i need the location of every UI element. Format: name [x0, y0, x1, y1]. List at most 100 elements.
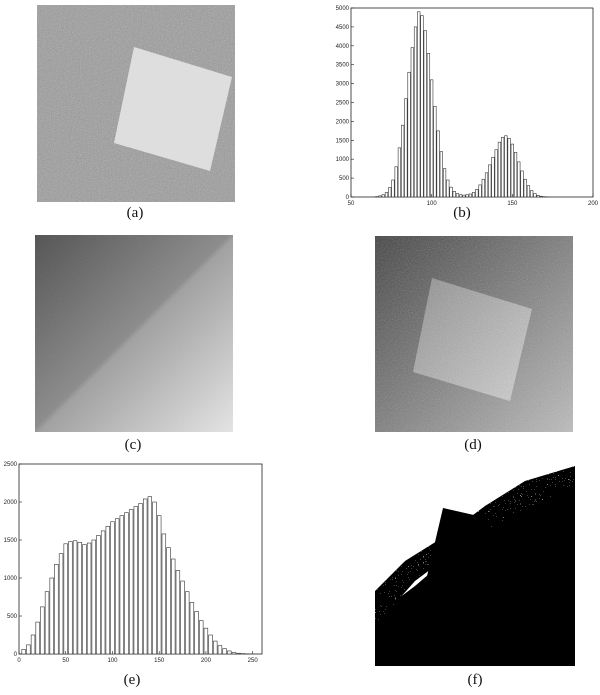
hist-b-bar	[507, 138, 511, 198]
hist-b-bar	[426, 53, 431, 198]
hist-e-xtick-label: 50	[62, 658, 69, 664]
hist-b-ytick-label: 3500	[336, 63, 350, 69]
hist-e-bar	[203, 627, 209, 655]
caption-b: (b)	[453, 205, 471, 221]
hist-e-bar	[110, 521, 115, 655]
hist-e-bar	[143, 498, 148, 655]
hist-e-bar	[222, 648, 227, 655]
hist-b-bar	[536, 194, 540, 198]
hist-b-bar	[484, 172, 489, 198]
hist-e-bar	[26, 644, 31, 655]
hist-e-bar	[213, 640, 218, 655]
hist-b-bar	[491, 157, 495, 198]
hist-b-bar	[462, 194, 466, 198]
hist-e-bar	[21, 649, 26, 655]
hist-b-bar	[401, 124, 405, 198]
image-f	[375, 466, 575, 666]
hist-e-xtick-label: 250	[248, 658, 259, 664]
hist-b-ytick-label: 500	[339, 176, 350, 182]
image-d	[375, 236, 573, 432]
hist-b-ytick-label: 1500	[336, 138, 350, 144]
caption-e: (e)	[123, 672, 141, 688]
hist-e-bar	[86, 542, 92, 655]
hist-e-bar	[119, 515, 124, 655]
hist-b-bar	[475, 189, 479, 198]
hist-e-bar	[68, 541, 73, 655]
bright-square-a	[114, 47, 232, 171]
hist-e-bar	[49, 577, 54, 655]
hist-e-bar	[194, 611, 199, 655]
hist-e-bar	[180, 580, 185, 655]
hist-e-bar	[82, 544, 87, 655]
hist-b-bar	[530, 190, 534, 198]
caption-d: (d)	[464, 437, 482, 453]
hist-b-bar	[520, 170, 524, 198]
hist-b-bar	[439, 151, 443, 198]
hist-e-bar	[217, 645, 223, 655]
hist-e-xtick-label: 150	[154, 658, 165, 664]
hist-b-bar	[465, 194, 469, 198]
hist-e-xtick-label: 0	[17, 658, 21, 664]
image-c	[35, 235, 233, 432]
hist-e-bar	[63, 543, 68, 655]
hist-b-bar	[433, 105, 437, 198]
hist-e-bar	[91, 539, 96, 655]
hist-b-bar	[388, 187, 392, 198]
caption-a: (a)	[126, 205, 144, 221]
hist-b-bar	[513, 152, 518, 198]
hist-b-bar	[397, 147, 401, 198]
hist-e-ytick-label: 1500	[4, 538, 18, 544]
hist-e-bar	[236, 652, 241, 655]
hist-e-bar	[138, 503, 143, 655]
hist-b-xtick-label: 150	[507, 201, 518, 207]
hist-b-ytick-label: 0	[346, 195, 350, 201]
hist-b-xtick-label: 100	[427, 201, 438, 207]
hist-b-frame	[350, 7, 594, 198]
hist-e-bar	[208, 634, 213, 655]
hist-b-bar	[478, 184, 482, 198]
hist-b-bar	[472, 192, 476, 198]
hist-e-bar	[157, 515, 162, 655]
hist-e-bar	[30, 634, 36, 655]
hist-e-bar	[58, 553, 64, 655]
hist-b-bar	[481, 178, 485, 198]
hist-e-bar	[100, 530, 106, 655]
hist-e-bar	[199, 620, 204, 655]
hist-e-bar	[166, 547, 171, 655]
hist-b-bar	[430, 79, 434, 198]
hist-b-bar	[501, 136, 505, 198]
hist-e-bar	[96, 535, 101, 655]
image-a	[37, 5, 235, 202]
hist-b-bar	[410, 47, 414, 198]
histogram-e: 0 500 1000 1500 2000 2500 0 50 100 150 200 250	[4, 462, 263, 664]
hist-b-bar	[526, 185, 531, 198]
hist-e-bar	[44, 591, 50, 655]
hist-b-ytick-label: 4500	[336, 25, 350, 31]
hist-b-bar	[446, 179, 450, 198]
hist-b-ytick-label: 2000	[336, 119, 350, 125]
hist-b-bar	[497, 141, 502, 198]
hist-e-bar	[185, 591, 190, 655]
hist-b-bar	[417, 11, 421, 198]
hist-b-bar	[517, 161, 521, 198]
hist-e-bar	[133, 506, 138, 655]
hist-e-bar	[128, 509, 134, 655]
dark-square-f	[415, 508, 487, 666]
hist-e-bar	[152, 501, 157, 655]
hist-b-bar	[523, 178, 527, 198]
hist-e-bar	[77, 541, 82, 655]
hist-b-ytick-label: 2500	[336, 101, 350, 107]
hist-e-bar	[227, 650, 232, 655]
hist-b-bar	[494, 149, 498, 198]
hist-e-ytick-label: 500	[7, 614, 18, 620]
hist-e-bar	[72, 540, 78, 655]
hist-e-ytick-label: 0	[14, 652, 18, 658]
hist-b-bar	[407, 71, 411, 198]
hist-b-bar	[510, 143, 514, 198]
hist-b-bar	[504, 135, 508, 198]
hist-b-bar	[391, 179, 395, 198]
hist-e-bar	[35, 621, 40, 655]
hist-e-bar	[231, 652, 237, 655]
hist-b-bar	[442, 168, 447, 198]
hist-b-bar	[423, 30, 427, 198]
